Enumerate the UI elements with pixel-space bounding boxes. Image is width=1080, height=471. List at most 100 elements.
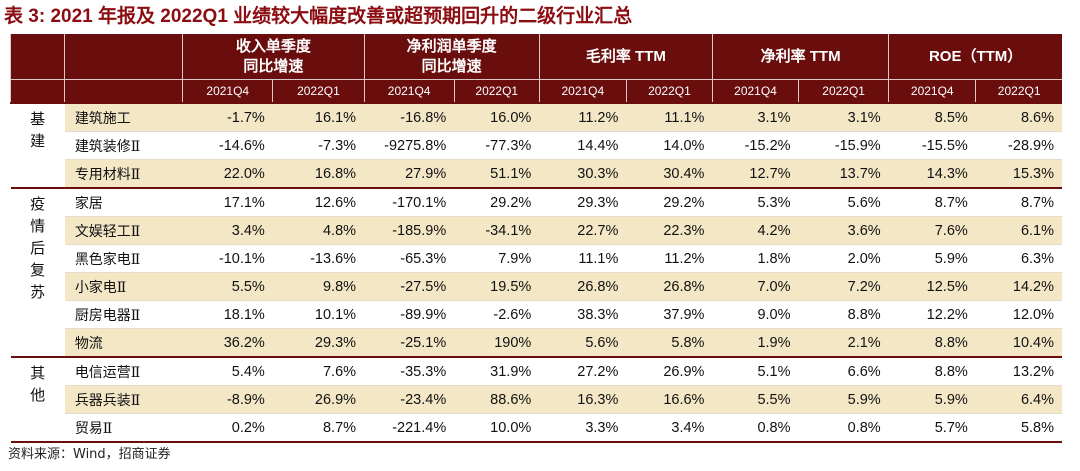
metric-value: 16.3% xyxy=(539,385,627,414)
header-row-groups: 收入单季度 同比增速 净利润单季度 同比增速 毛利率 TTM 净利率 TTM ROE… xyxy=(9,34,1062,80)
metric-value: 11.2% xyxy=(626,244,713,273)
table-row: 厨房电器Ⅱ 18.1% 10.1% -89.9% -2.6% 38.3% 37.9% 9.0%… xyxy=(11,300,1062,329)
metric-value: 3.4% xyxy=(626,413,713,443)
period-header: 2022Q1 xyxy=(975,79,1062,103)
metric-value: 2.0% xyxy=(798,244,889,273)
group-label: 基建 xyxy=(10,102,65,189)
metric-value: 12.6% xyxy=(272,187,365,217)
metric-value: 9.8% xyxy=(272,272,365,301)
metric-value: 30.4% xyxy=(626,159,713,189)
metric-value: 38.3% xyxy=(539,300,627,329)
metric-value: 22.7% xyxy=(539,216,627,245)
period-header: 2021Q4 xyxy=(363,79,455,103)
industry-name: 文娱轻工Ⅱ xyxy=(64,216,183,245)
metric-value: -221.4% xyxy=(364,413,455,443)
metric-value: 10.4% xyxy=(975,328,1062,358)
metric-value: -23.4% xyxy=(364,385,455,414)
metric-value: 5.8% xyxy=(975,413,1062,443)
metric-value: 22.3% xyxy=(626,216,713,245)
metric-value: 0.8% xyxy=(798,413,889,443)
metric-value: -77.3% xyxy=(454,131,540,160)
header-blank-4 xyxy=(64,79,183,103)
metric-value: -2.6% xyxy=(454,300,540,329)
metric-value: 3.4% xyxy=(182,216,273,245)
metric-value: 0.8% xyxy=(712,413,799,443)
metric-value: -14.6% xyxy=(182,131,273,160)
metric-value: 1.9% xyxy=(712,328,799,358)
metric-value: 7.6% xyxy=(888,216,976,245)
metric-value: 8.7% xyxy=(272,413,365,443)
metric-value: 5.8% xyxy=(626,328,713,358)
metric-value: 7.9% xyxy=(454,244,540,273)
header-row-periods: 2021Q4 2022Q1 2021Q4 2022Q1 2021Q4 2022Q… xyxy=(9,79,1062,103)
metric-value: -65.3% xyxy=(364,244,455,273)
header-blank-3 xyxy=(9,79,65,103)
metric-value: 26.9% xyxy=(272,385,365,414)
header-roe: ROE（TTM） xyxy=(888,34,1062,80)
header-profit-growth: 净利润单季度 同比增速 xyxy=(363,34,540,80)
metric-value: 2.1% xyxy=(798,328,889,358)
metric-value: 5.5% xyxy=(182,272,273,301)
metric-value: 18.1% xyxy=(182,300,273,329)
metric-value: 16.0% xyxy=(454,102,540,132)
metric-value: 5.7% xyxy=(888,413,976,443)
metric-value: 14.4% xyxy=(539,131,627,160)
metric-value: 5.5% xyxy=(712,385,799,414)
metric-value: 12.2% xyxy=(888,300,976,329)
metric-value: -25.1% xyxy=(364,328,455,358)
metric-value: 31.9% xyxy=(454,356,540,386)
metric-value: 11.2% xyxy=(539,102,627,132)
metric-value: 5.1% xyxy=(712,356,799,386)
table-row: 小家电Ⅱ 5.5% 9.8% -27.5% 19.5% 26.8% 26.8% 7.0% 7.2… xyxy=(11,272,1062,301)
metric-value: -27.5% xyxy=(364,272,455,301)
table-row: 专用材料Ⅱ 22.0% 16.8% 27.9% 51.1% 30.3% 30.4% 12.7%… xyxy=(11,159,1062,189)
metric-value: 5.4% xyxy=(182,356,273,386)
metric-value: 14.0% xyxy=(626,131,713,160)
industry-name: 黑色家电Ⅱ xyxy=(64,244,183,273)
metric-value: -170.1% xyxy=(364,187,455,217)
industry-name: 电信运营Ⅱ xyxy=(64,356,183,386)
group-label-char: 复 xyxy=(30,261,46,279)
industry-name: 小家电Ⅱ xyxy=(64,272,183,301)
metric-value: 3.3% xyxy=(539,413,627,443)
metric-value: -89.9% xyxy=(364,300,455,329)
group-label-char: 后 xyxy=(30,239,46,257)
period-header: 2021Q4 xyxy=(182,79,273,103)
metric-value: 7.6% xyxy=(272,356,365,386)
metric-value: 8.7% xyxy=(975,187,1062,217)
metric-value: -13.6% xyxy=(272,244,365,273)
metric-value: 16.1% xyxy=(272,102,365,132)
table-row: 基建建筑施工 -1.7% 16.1% -16.8% 16.0% 11.2% 11.1% 3.1… xyxy=(10,102,1062,189)
metric-value: 6.3% xyxy=(975,244,1062,273)
metric-value: 3.1% xyxy=(798,102,889,132)
metric-value: 16.8% xyxy=(272,159,365,189)
header-blank-1 xyxy=(9,34,65,80)
table-row: 贸易Ⅱ 0.2% 8.7% -221.4% 10.0% 3.3% 3.4% 0.8% 0.8% 5… xyxy=(11,413,1062,443)
table-row: 兵器兵装Ⅱ -8.9% 26.9% -23.4% 88.6% 16.3% 16.6% 5.5%… xyxy=(11,385,1062,414)
metric-value: -28.9% xyxy=(975,131,1062,160)
metric-value: 7.0% xyxy=(712,272,799,301)
metric-value: 10.0% xyxy=(454,413,540,443)
metric-value: 0.2% xyxy=(182,413,273,443)
metric-value: 29.3% xyxy=(539,187,627,217)
group-label-char: 疫 xyxy=(30,195,46,213)
period-header: 2022Q1 xyxy=(625,79,713,103)
metric-value: 13.2% xyxy=(975,356,1062,386)
period-header: 2021Q4 xyxy=(711,79,799,103)
header-gross-margin: 毛利率 TTM xyxy=(538,34,713,80)
metric-value: 29.3% xyxy=(272,328,365,358)
group-label-char: 基 xyxy=(30,110,46,128)
table-row: 文娱轻工Ⅱ 3.4% 4.8% -185.9% -34.1% 22.7% 22.3% 4.2%… xyxy=(11,216,1062,245)
metric-value: -15.9% xyxy=(798,131,889,160)
group-label: 疫情后复苏 xyxy=(10,187,65,358)
group-label: 其他 xyxy=(10,356,65,443)
period-header: 2022Q1 xyxy=(272,79,365,103)
metric-value: 14.3% xyxy=(888,159,976,189)
metric-value: 26.8% xyxy=(539,272,627,301)
industry-name: 厨房电器Ⅱ xyxy=(64,300,183,329)
metric-value: 190% xyxy=(454,328,540,358)
table-row: 建筑装修Ⅱ -14.6% -7.3% -9275.8% -77.3% 14.4% 14.0%… xyxy=(11,131,1062,160)
metric-value: 5.9% xyxy=(888,385,976,414)
metric-value: 4.2% xyxy=(712,216,799,245)
metric-value: 11.1% xyxy=(626,102,713,132)
